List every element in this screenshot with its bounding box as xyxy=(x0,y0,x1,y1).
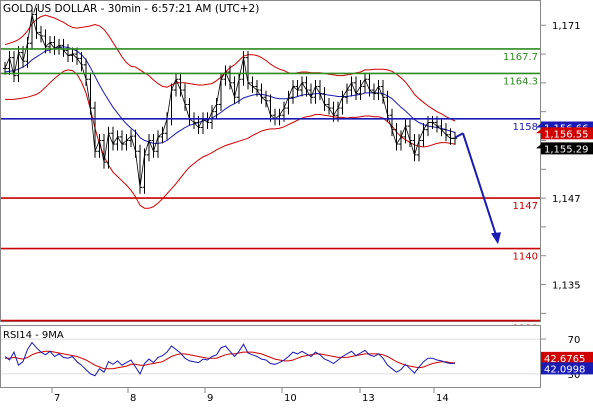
level-label: 1140 xyxy=(513,252,538,263)
price-labels: 1,156.661,156.551,155.29 xyxy=(536,122,593,156)
y-tick-label: 1,171 xyxy=(552,21,581,32)
x-tick-label: 10 xyxy=(284,393,297,404)
x-tick-label: 9 xyxy=(207,393,213,404)
rsi-tick-label: 70 xyxy=(568,335,581,346)
price-badge-label: 1,155.29 xyxy=(544,144,589,155)
x-tick-label: 8 xyxy=(130,393,136,404)
level-label: 1164.3 xyxy=(503,76,538,87)
y-tick-label: 1,147 xyxy=(552,194,581,205)
x-tick-label: 7 xyxy=(54,393,60,404)
level-label: 1158 xyxy=(513,122,538,133)
level-label: 1167.7 xyxy=(503,52,538,63)
price-panel: 1,171 1,147 1,135 1167.7 1164.3 1158 1147 1140… xyxy=(1,1,593,335)
chart-title: GOLD/US DOLLAR - 30min - 6:57:21 AM (UTC… xyxy=(3,3,259,15)
rsi-badge-label: 42.0998 xyxy=(544,364,585,375)
price-badge-label: 1,156.55 xyxy=(544,129,589,140)
rsi-title: RSI14 - 9MA xyxy=(3,330,64,341)
y-tick-label: 1,135 xyxy=(552,281,581,292)
x-tick-label: 14 xyxy=(436,393,449,404)
x-tick-label: 13 xyxy=(362,393,375,404)
level-label: 1147 xyxy=(513,201,538,212)
